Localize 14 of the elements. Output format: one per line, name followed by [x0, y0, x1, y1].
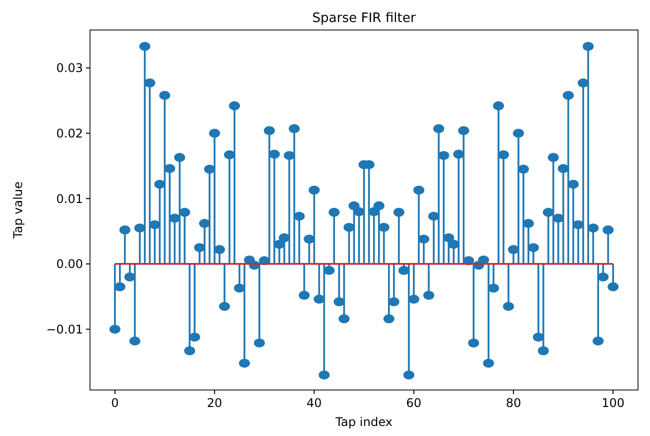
x-axis-title: Tap index [334, 415, 392, 429]
y-axis-title: Tap value [11, 182, 25, 240]
x-tick-label: 100 [602, 396, 625, 410]
x-tick-label: 60 [406, 396, 422, 410]
y-tick-label: 0.03 [56, 61, 83, 76]
x-tick-label: 0 [111, 396, 119, 410]
chart-title: Sparse FIR filter [312, 11, 416, 26]
x-tick-label: 80 [506, 396, 522, 410]
y-tick-label: 0.01 [56, 192, 83, 206]
x-tick-label: 20 [206, 396, 222, 410]
y-tick-label: 0.00 [56, 257, 83, 272]
y-tick-label: 0.02 [56, 126, 83, 140]
x-tick-label: 40 [306, 396, 322, 410]
y-tick-label: −0.01 [46, 322, 83, 336]
